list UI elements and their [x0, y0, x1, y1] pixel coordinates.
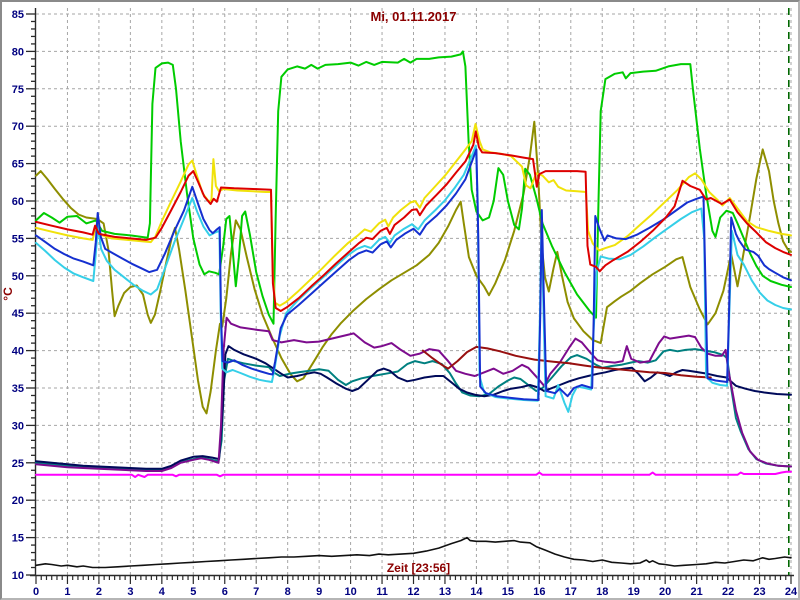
series-black-line [35, 536, 792, 569]
x-tick-label: 19 [628, 586, 640, 598]
x-tick-label: 14 [470, 586, 483, 598]
y-tick-label: 50 [12, 271, 24, 283]
x-tick-label: 15 [502, 586, 514, 598]
x-tick-label: 10 [344, 586, 356, 598]
x-tick-label: 3 [127, 586, 133, 598]
x-tick-label: 16 [533, 586, 545, 598]
x-tick-label: 17 [565, 586, 577, 598]
x-tick-label: 6 [222, 586, 228, 598]
y-tick-label: 70 [12, 121, 24, 133]
x-tick-label: 9 [316, 586, 322, 598]
x-tick-label: 8 [285, 586, 291, 598]
x-axis-ticks: 0 1 2 3 4 5 6 7 8 9 10 11 12 13 14 15 16 17 18 19 20 21 22 23 24 [33, 575, 798, 598]
y-tick-label: 25 [12, 458, 24, 470]
series-purple-line [35, 316, 792, 472]
y-axis-ticks: 10 15 20 25 30 35 40 45 50 55 60 65 70 75 80 85 [12, 9, 36, 582]
x-tick-label: 2 [96, 586, 102, 598]
y-tick-label: 45 [12, 308, 24, 320]
y-tick-label: 85 [12, 9, 24, 21]
series-blue-line [35, 148, 792, 401]
y-tick-label: 10 [12, 570, 24, 582]
y-tick-label: 75 [12, 84, 24, 96]
x-tick-label: 23 [753, 586, 765, 598]
x-tick-label: 7 [253, 586, 259, 598]
x-tick-label: 18 [596, 586, 608, 598]
y-tick-label: 80 [12, 46, 24, 58]
x-tick-label: 12 [407, 586, 419, 598]
series-yellow-line [35, 123, 792, 307]
y-tick-label: 40 [12, 346, 24, 358]
y-tick-label: 55 [12, 233, 24, 245]
x-tick-label: 21 [691, 586, 703, 598]
x-tick-label: 0 [33, 586, 39, 598]
y-tick-label: 65 [12, 159, 24, 171]
y-tick-label: 35 [12, 383, 24, 395]
x-axis-label: Zeit [23:56] [387, 561, 450, 575]
y-tick-label: 20 [12, 495, 24, 507]
x-tick-label: 11 [376, 586, 388, 598]
x-tick-label: 24 [785, 586, 798, 598]
x-tick-label: 4 [159, 586, 166, 598]
series-olive-line [35, 120, 792, 415]
x-tick-label: 1 [64, 586, 70, 598]
x-tick-label: 5 [190, 586, 196, 598]
x-tick-label: 20 [659, 586, 671, 598]
series-red-line [35, 130, 792, 312]
series-group [35, 50, 792, 569]
series-magenta-line [35, 470, 792, 478]
chart-title: Mi, 01.11.2017 [370, 9, 456, 24]
y-tick-label: 60 [12, 196, 24, 208]
series-green-line [35, 50, 792, 325]
x-tick-label: 22 [722, 586, 734, 598]
gridlines [36, 8, 792, 575]
series-cyan-line [35, 144, 792, 413]
y-tick-label: 30 [12, 420, 24, 432]
axes [30, 8, 794, 577]
y-axis-label: °C [2, 287, 15, 301]
series-teal-line [35, 348, 792, 472]
x-tick-label: 13 [439, 586, 451, 598]
y-tick-label: 15 [12, 533, 24, 545]
